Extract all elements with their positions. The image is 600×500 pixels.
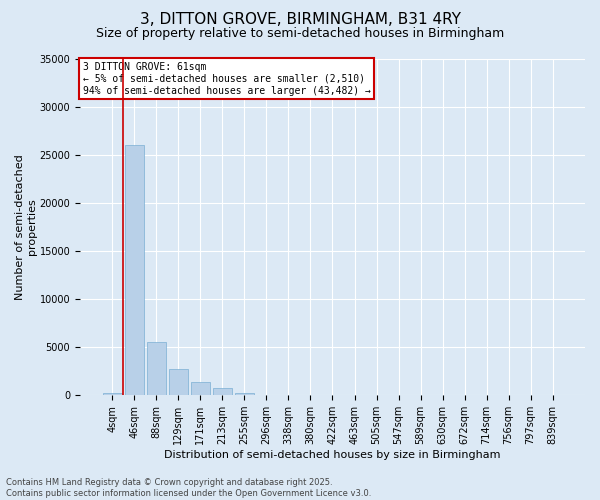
Text: Contains HM Land Registry data © Crown copyright and database right 2025.
Contai: Contains HM Land Registry data © Crown c… [6, 478, 371, 498]
Text: 3 DITTON GROVE: 61sqm
← 5% of semi-detached houses are smaller (2,510)
94% of se: 3 DITTON GROVE: 61sqm ← 5% of semi-detac… [83, 62, 370, 96]
Bar [213, 388, 232, 395]
Bar [147, 342, 166, 395]
Bar [169, 370, 188, 395]
Bar [125, 146, 143, 395]
Bar [103, 394, 122, 395]
Text: 3, DITTON GROVE, BIRMINGHAM, B31 4RY: 3, DITTON GROVE, BIRMINGHAM, B31 4RY [139, 12, 461, 28]
X-axis label: Distribution of semi-detached houses by size in Birmingham: Distribution of semi-detached houses by … [164, 450, 501, 460]
Bar [191, 382, 210, 395]
Y-axis label: Number of semi-detached
properties: Number of semi-detached properties [15, 154, 37, 300]
Text: Size of property relative to semi-detached houses in Birmingham: Size of property relative to semi-detach… [96, 28, 504, 40]
Bar [235, 394, 254, 395]
